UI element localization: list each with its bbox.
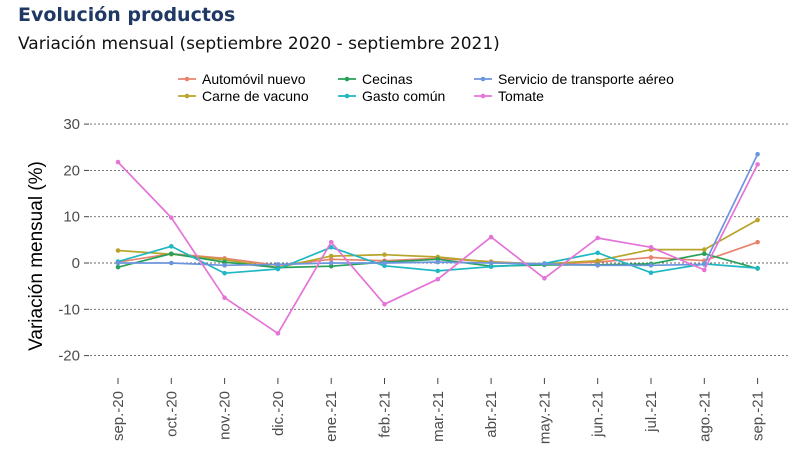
data-point (222, 270, 227, 276)
data-point (435, 259, 441, 265)
data-point (488, 264, 494, 270)
data-point (755, 151, 760, 157)
x-tick-label: dic.-20 (270, 391, 287, 436)
chart-subtitle: Variación mensual (septiembre 2020 - sep… (18, 34, 500, 54)
data-point (328, 263, 334, 269)
legend-label: Cecinas (362, 71, 413, 87)
data-point (169, 215, 174, 220)
x-tick-label: feb.-21 (377, 391, 394, 438)
data-point (222, 263, 227, 268)
x-tick-label: sep.-21 (750, 391, 767, 441)
series-line (117, 161, 759, 335)
data-point (488, 234, 494, 240)
data-point (328, 260, 334, 266)
x-tick-label: jul.-21 (643, 391, 660, 433)
data-point (755, 217, 760, 223)
data-point (702, 267, 707, 273)
data-point (595, 250, 600, 256)
y-tick-label: 10 (63, 209, 80, 226)
series-lines (115, 151, 760, 336)
x-axis-ticks: sep.-20 oct.-20 nov.-20 dic.-20 ene.-21 feb.-… (110, 378, 767, 444)
legend-label: Servicio de transporte aéreo (498, 71, 674, 87)
data-point (222, 295, 227, 301)
legend-item: Cecinas (338, 71, 413, 87)
legend: Automóvil nuevo Cecinas Servicio de transp… (178, 71, 674, 104)
series-5 (115, 159, 760, 336)
x-tick-label: nov.-20 (217, 391, 234, 440)
data-point (648, 263, 654, 268)
data-point (169, 244, 174, 249)
x-tick-label: may.-21 (536, 391, 553, 444)
legend-label: Gasto común (362, 88, 445, 104)
data-point (328, 244, 334, 250)
data-point (648, 244, 654, 250)
legend-swatch-point (184, 93, 190, 99)
data-point (755, 162, 760, 167)
y-tick-label: -10 (58, 301, 80, 318)
data-point (115, 260, 121, 266)
data-point (275, 266, 281, 272)
x-tick-label: jun.-21 (590, 391, 607, 438)
legend-label: Automóvil nuevo (202, 71, 306, 87)
data-point (328, 239, 334, 245)
y-tick-label: 30 (63, 116, 80, 133)
data-point (382, 260, 387, 266)
series-line (118, 153, 759, 267)
data-point (169, 260, 174, 266)
data-point (702, 262, 707, 267)
legend-swatch-point (344, 93, 350, 99)
legend-item: Automóvil nuevo (178, 71, 306, 87)
data-point (275, 331, 281, 336)
y-tick-label: 0 (72, 255, 80, 272)
data-point (755, 265, 760, 271)
legend-swatch-point (344, 76, 350, 82)
x-tick-label: sep.-20 (110, 391, 127, 441)
data-point (115, 264, 121, 270)
y-tick-label: -20 (58, 348, 80, 365)
data-point (648, 270, 654, 276)
data-point (328, 256, 334, 262)
y-axis-label: Variación mensual (%) (26, 161, 47, 351)
data-point (382, 301, 387, 307)
data-point (702, 251, 707, 257)
data-point (222, 259, 227, 265)
y-axis-ticks: -20 -10 0 10 20 30 (58, 116, 89, 365)
legend-item: Tomate (474, 88, 544, 104)
grid-lines (90, 123, 790, 357)
legend-item: Carne de vacuno (178, 88, 309, 104)
data-point (648, 255, 654, 260)
data-point (115, 248, 121, 253)
data-point (435, 276, 441, 282)
legend-swatch-point (480, 76, 486, 82)
data-point (169, 251, 174, 257)
legend-label: Carne de vacuno (202, 88, 309, 104)
x-tick-label: oct.-20 (163, 391, 180, 437)
x-tick-label: ene.-21 (323, 391, 340, 442)
legend-swatch-point (184, 76, 190, 82)
data-point (595, 263, 600, 268)
data-point (435, 268, 441, 274)
data-point (328, 253, 334, 259)
chart-title: Evolución productos (18, 4, 236, 26)
legend-item: Servicio de transporte aéreo (474, 71, 674, 87)
legend-swatch-point (480, 93, 486, 99)
data-point (542, 261, 547, 267)
data-point (275, 262, 281, 267)
data-point (755, 239, 760, 245)
x-tick-label: ago.-21 (696, 391, 713, 442)
data-point (542, 275, 547, 281)
data-point (595, 258, 600, 263)
data-point (488, 260, 494, 266)
data-point (115, 159, 121, 165)
data-point (382, 252, 387, 257)
series-4 (115, 151, 760, 268)
legend-label: Tomate (498, 88, 544, 104)
x-tick-label: abr.-21 (483, 391, 500, 438)
legend-item: Gasto común (338, 88, 445, 104)
y-tick-label: 20 (63, 162, 80, 179)
x-tick-label: mar.-21 (430, 391, 447, 442)
data-point (595, 235, 600, 241)
data-point (702, 247, 707, 252)
